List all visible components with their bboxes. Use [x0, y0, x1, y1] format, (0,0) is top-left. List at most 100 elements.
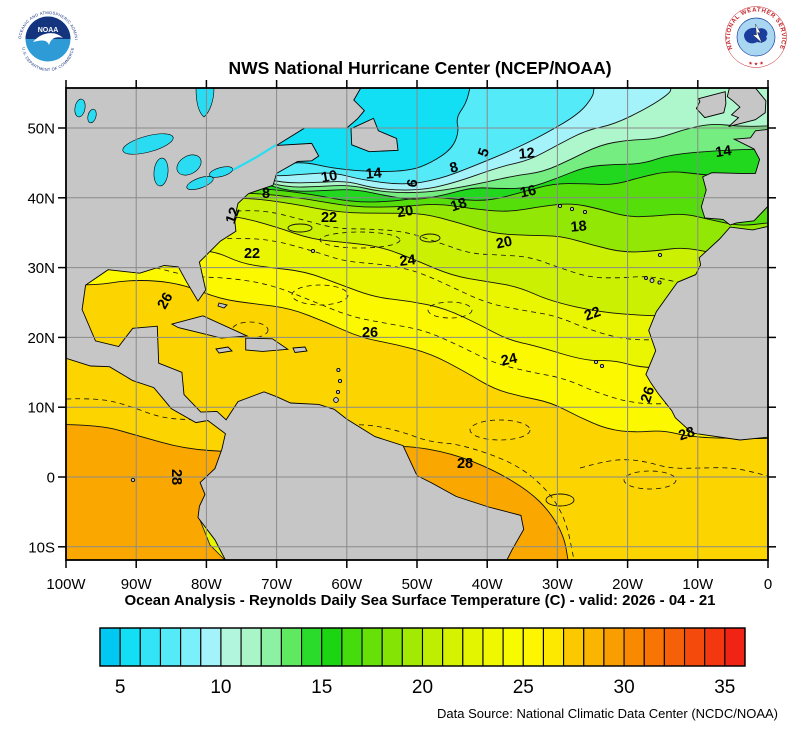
puerto-rico — [292, 346, 308, 353]
colorbar-tick-label: 35 — [714, 677, 735, 698]
dashed-isotherm — [66, 262, 768, 408]
colorbar-cell — [442, 627, 464, 667]
contour-label: 14 — [714, 143, 732, 161]
contour-label: 26 — [155, 290, 177, 312]
map-axes: 100W 90W 80W 70W 60W 50W 40W 30W 20W 10W 0 50N 40N 30… — [27, 80, 776, 593]
colorbar-tick-label: 10 — [210, 677, 231, 698]
contour-label: 22 — [582, 304, 603, 325]
nws-logo: NATIONAL WEATHER SERVICE ★ ★ ★ — [725, 6, 787, 68]
colorbar-tick-label: 5 — [115, 677, 126, 698]
colorbar-cell — [683, 627, 706, 667]
colorbar-cell — [724, 627, 746, 667]
noaa-name: NOAA — [38, 27, 59, 34]
colorbar: 5 10 15 20 25 30 35 — [99, 627, 746, 698]
azores-3 — [582, 209, 588, 215]
bermuda — [310, 248, 316, 254]
cape-verde-2 — [599, 363, 605, 369]
france-iberia — [700, 128, 768, 226]
lake-superior — [122, 133, 174, 155]
y-axis-label: 40N — [27, 190, 55, 207]
colorbar-tick-label: 15 — [311, 677, 332, 698]
y-axis-label: 10N — [27, 400, 55, 417]
colorbar-cell — [542, 627, 565, 667]
contour-label: 24 — [500, 351, 519, 370]
colorbar-cell — [200, 627, 222, 667]
contour-label: 26 — [362, 325, 378, 341]
azores-2 — [569, 206, 575, 212]
colorbar-cell — [260, 627, 282, 667]
x-axis-label: 80W — [191, 576, 223, 593]
x-axis-label: 60W — [331, 576, 363, 593]
colorbar-cell — [361, 627, 383, 667]
contour-label: 14 — [365, 165, 382, 182]
antilles-1 — [336, 367, 341, 373]
colorbar-cell — [583, 627, 605, 667]
jamaica — [215, 346, 233, 354]
colorbar-cell — [280, 627, 303, 667]
colorbar-cell — [522, 627, 544, 667]
colorbar-tick-label: 30 — [614, 677, 635, 698]
contour-label: 22 — [244, 246, 260, 262]
colorbar-cell — [159, 627, 182, 667]
nws-lightning-icon — [751, 23, 763, 44]
colorbar-cell — [462, 627, 484, 667]
x-axis-label: 90W — [121, 576, 153, 593]
dashed-isotherm — [579, 459, 768, 477]
contour-label: 28 — [457, 456, 473, 472]
svg-text:★ ★ ★: ★ ★ ★ — [748, 60, 765, 67]
st-lawrence-river — [232, 144, 277, 171]
contour-label: 28 — [168, 469, 184, 485]
noaa-seagull-icon — [33, 33, 63, 45]
lake-ontario — [209, 166, 233, 178]
x-axis-label: 50W — [402, 576, 434, 593]
azores-1 — [557, 203, 563, 209]
contour-label: 18 — [449, 195, 469, 215]
galapagos — [130, 477, 136, 483]
canary-3 — [644, 276, 648, 280]
x-axis-label: 100W — [46, 576, 86, 593]
contour-label: 24 — [399, 252, 417, 270]
contour-label: 26 — [638, 385, 658, 405]
x-axis-label: 10W — [682, 576, 714, 593]
colorbar-cell — [643, 627, 665, 667]
lake-winnipeg — [74, 98, 86, 118]
noaa-logo: NATIONAL OCEANIC AND ATMOSPHERIC ADMINIS… — [17, 8, 79, 72]
x-axis-label: 0 — [764, 576, 772, 593]
land — [66, 88, 768, 560]
colorbar-cell — [180, 627, 202, 667]
colorbar-cell — [663, 627, 686, 667]
page-title: NWS National Hurricane Center (NCEP/NOAA… — [228, 58, 611, 78]
nws-stars: ★ ★ ★ — [748, 60, 765, 67]
colorbar-cell — [301, 627, 323, 667]
antilles-2 — [337, 378, 343, 384]
hispaniola — [245, 337, 290, 352]
colorbar-cell — [381, 627, 403, 667]
y-axis-label: 30N — [27, 260, 55, 277]
contour-label: 18 — [570, 218, 587, 235]
madeira — [657, 252, 663, 258]
lake-huron — [176, 154, 202, 176]
contour-label: 12 — [518, 145, 535, 162]
cape-verde-1 — [593, 359, 599, 365]
x-axis-label: 30W — [542, 576, 574, 593]
north-central-south-america — [66, 88, 525, 560]
contour-label: 6 — [404, 178, 421, 189]
antilles-3 — [335, 389, 341, 395]
y-axis-label: 50N — [27, 121, 55, 138]
colorbar-cell — [321, 627, 343, 667]
james-bay — [195, 88, 215, 118]
x-axis-label: 40W — [472, 576, 504, 593]
map-caption: Ocean Analysis - Reynolds Daily Sea Surf… — [124, 592, 715, 609]
grid-lines — [66, 88, 768, 560]
colorbar-tick-label: 25 — [513, 677, 534, 698]
newfoundland — [350, 117, 399, 153]
colorbar-cell — [99, 627, 121, 667]
colorbar-cell — [603, 627, 625, 667]
northwest-africa — [645, 225, 768, 441]
lake-michigan — [153, 157, 169, 187]
contour-label: 8 — [448, 159, 460, 177]
isotherm — [66, 280, 768, 440]
